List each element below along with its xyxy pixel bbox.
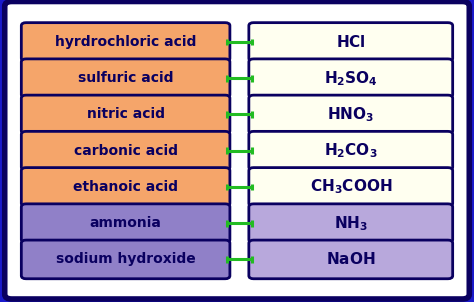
FancyBboxPatch shape <box>21 95 230 134</box>
FancyBboxPatch shape <box>21 59 230 98</box>
Text: nitric acid: nitric acid <box>87 108 164 121</box>
Text: ethanoic acid: ethanoic acid <box>73 180 178 194</box>
Text: sulfuric acid: sulfuric acid <box>78 71 173 85</box>
Text: $\mathbf{CH_3COOH}$: $\mathbf{CH_3COOH}$ <box>310 178 392 196</box>
FancyBboxPatch shape <box>249 204 453 243</box>
FancyBboxPatch shape <box>21 168 230 206</box>
FancyBboxPatch shape <box>249 59 453 98</box>
Text: $\mathbf{H_2SO_4}$: $\mathbf{H_2SO_4}$ <box>324 69 378 88</box>
FancyBboxPatch shape <box>21 23 230 61</box>
FancyBboxPatch shape <box>21 131 230 170</box>
Text: sodium hydroxide: sodium hydroxide <box>56 252 195 266</box>
FancyBboxPatch shape <box>249 95 453 134</box>
FancyBboxPatch shape <box>5 2 469 299</box>
Text: ammonia: ammonia <box>90 216 162 230</box>
FancyBboxPatch shape <box>21 240 230 279</box>
FancyBboxPatch shape <box>249 23 453 61</box>
FancyBboxPatch shape <box>249 168 453 206</box>
FancyBboxPatch shape <box>249 131 453 170</box>
FancyBboxPatch shape <box>21 204 230 243</box>
Text: $\mathbf{HNO_3}$: $\mathbf{HNO_3}$ <box>327 105 374 124</box>
Text: $\mathbf{NaOH}$: $\mathbf{NaOH}$ <box>326 252 375 267</box>
Text: hyrdrochloric acid: hyrdrochloric acid <box>55 35 196 49</box>
Text: carbonic acid: carbonic acid <box>73 144 178 158</box>
Text: $\mathbf{H_2CO_3}$: $\mathbf{H_2CO_3}$ <box>324 141 378 160</box>
Text: $\mathbf{HCl}$: $\mathbf{HCl}$ <box>336 34 365 50</box>
FancyBboxPatch shape <box>249 240 453 279</box>
Text: $\mathbf{NH_3}$: $\mathbf{NH_3}$ <box>334 214 368 233</box>
